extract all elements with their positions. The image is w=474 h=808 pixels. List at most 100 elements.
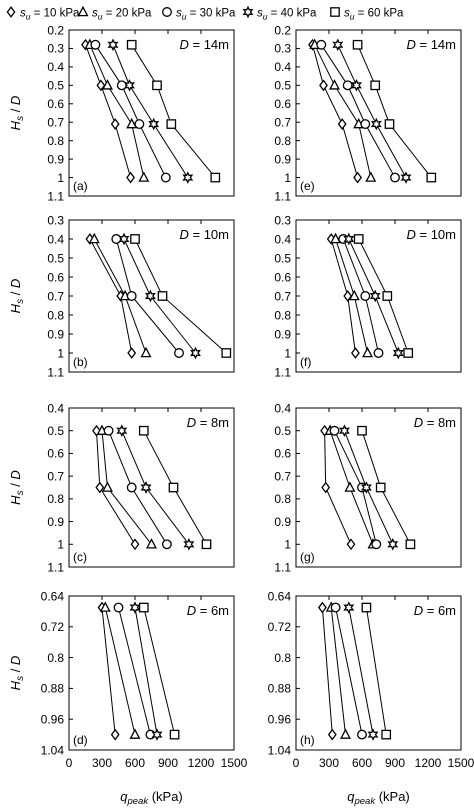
y-axis-label: Hs / D bbox=[8, 96, 26, 131]
y-tick-label: 0.88 bbox=[41, 682, 65, 696]
data-point bbox=[343, 232, 355, 246]
y-tick-label: 0.9 bbox=[274, 152, 291, 166]
y-tick-label: 0.72 bbox=[268, 620, 292, 634]
data-point bbox=[126, 39, 137, 50]
legend-item: su = 60 kPa bbox=[330, 7, 404, 22]
data-point bbox=[161, 539, 172, 550]
panel-letter: (g) bbox=[300, 550, 315, 564]
series-square bbox=[130, 234, 232, 358]
data-point bbox=[111, 234, 122, 244]
series-square bbox=[353, 234, 414, 358]
x-tick-label: 900 bbox=[385, 756, 405, 770]
y-tick-label: 0.8 bbox=[47, 134, 64, 148]
series-triangle bbox=[330, 232, 373, 358]
data-point bbox=[319, 79, 328, 92]
y-tick-label: 0.64 bbox=[41, 589, 65, 603]
data-point bbox=[357, 425, 367, 436]
series-circle bbox=[330, 602, 367, 740]
series-triangle bbox=[84, 38, 150, 182]
series-line bbox=[131, 44, 216, 178]
data-point bbox=[340, 728, 351, 739]
series-circle bbox=[338, 234, 384, 358]
series-star bbox=[332, 38, 412, 184]
x-tick-label: 0 bbox=[293, 756, 300, 770]
data-point bbox=[130, 234, 140, 244]
data-point bbox=[371, 539, 382, 550]
panel-c: 0.4 0.5 0.6 0.7 0.8 0.9 1 1.1 D = 8m (c) bbox=[47, 401, 235, 574]
y-tick-label: 0.7 bbox=[274, 469, 291, 483]
y-tick-label: 0.4 bbox=[274, 401, 291, 415]
y-tick-label: 0.2 bbox=[274, 23, 291, 37]
y-tick-label: 1.1 bbox=[47, 189, 64, 203]
data-point bbox=[113, 602, 124, 613]
y-tick-label: 0.7 bbox=[47, 469, 64, 483]
series-line bbox=[104, 607, 136, 735]
data-point bbox=[346, 538, 356, 551]
series-square bbox=[357, 425, 416, 550]
series-line bbox=[357, 44, 432, 178]
data-point bbox=[375, 482, 386, 493]
y-tick-label: 1 bbox=[57, 538, 64, 552]
legend: su = 10 kPa su = 20 kPa su = 30 kPa su = 40… bbox=[6, 5, 404, 22]
data-point bbox=[343, 290, 353, 302]
series-line bbox=[337, 44, 407, 178]
data-point bbox=[342, 80, 353, 91]
plot-frame bbox=[295, 595, 462, 751]
series-circle bbox=[329, 425, 382, 550]
panel-letter: (c) bbox=[73, 550, 87, 564]
data-point bbox=[157, 291, 168, 301]
series-diamond bbox=[308, 38, 363, 184]
y-tick-label: 0.7 bbox=[47, 289, 64, 303]
data-point bbox=[146, 538, 157, 549]
series-square bbox=[138, 602, 180, 740]
series-line bbox=[312, 44, 359, 178]
panel-a: 0.2 0.3 0.4 0.5 0.6 0.7 0.8 0.9 1 1.1 D = 14m (a) bbox=[47, 23, 235, 203]
y-tick-label: 1.1 bbox=[47, 560, 64, 574]
data-point bbox=[118, 232, 130, 246]
y-tick-label: 0.9 bbox=[47, 515, 64, 529]
panel-h: 0.64 0.72 0.8 0.88 0.96 1.040 300 600 900 1200 150… bbox=[268, 589, 474, 770]
series-circle bbox=[90, 39, 171, 183]
series-triangle bbox=[88, 232, 152, 358]
x-tick-label: 1500 bbox=[448, 756, 474, 770]
y-tick-label: 0.7 bbox=[274, 116, 291, 130]
data-point bbox=[373, 348, 384, 358]
data-point bbox=[190, 346, 201, 360]
data-point bbox=[107, 38, 119, 52]
legend-triangle-marker bbox=[77, 5, 89, 17]
y-tick-label: 0.72 bbox=[41, 620, 65, 634]
data-point bbox=[392, 346, 404, 360]
series-star bbox=[343, 601, 379, 741]
data-point bbox=[321, 481, 331, 494]
data-point bbox=[360, 119, 371, 130]
data-point bbox=[403, 348, 414, 358]
x-tick-label: 1200 bbox=[188, 756, 215, 770]
data-point bbox=[360, 481, 372, 494]
x-tick-label: 600 bbox=[125, 756, 145, 770]
data-point bbox=[92, 424, 101, 437]
data-point bbox=[152, 80, 162, 91]
x-axis-label: qpeak (kPa) bbox=[347, 789, 410, 807]
series-diamond bbox=[85, 233, 137, 359]
x-tick-label: 900 bbox=[158, 756, 178, 770]
data-point bbox=[361, 602, 372, 613]
legend-square-marker bbox=[330, 7, 340, 17]
series-square bbox=[126, 39, 221, 183]
data-point bbox=[129, 728, 141, 739]
data-point bbox=[116, 424, 128, 438]
data-point bbox=[387, 537, 399, 551]
plot-frame bbox=[68, 407, 235, 568]
y-tick-label: 1 bbox=[57, 346, 64, 360]
data-point bbox=[382, 291, 393, 301]
legend-label: su = 10 kPa bbox=[20, 8, 80, 22]
y-tick-label: 0.8 bbox=[274, 134, 291, 148]
y-tick-label: 0.4 bbox=[274, 232, 291, 246]
series-triangle bbox=[96, 424, 157, 549]
y-axis-label: Hs / D bbox=[8, 656, 26, 691]
plot-frame bbox=[68, 29, 235, 197]
legend-star-marker bbox=[242, 5, 254, 19]
data-point bbox=[369, 289, 381, 303]
data-point bbox=[151, 728, 163, 741]
data-point bbox=[148, 117, 160, 131]
data-point bbox=[127, 347, 137, 359]
